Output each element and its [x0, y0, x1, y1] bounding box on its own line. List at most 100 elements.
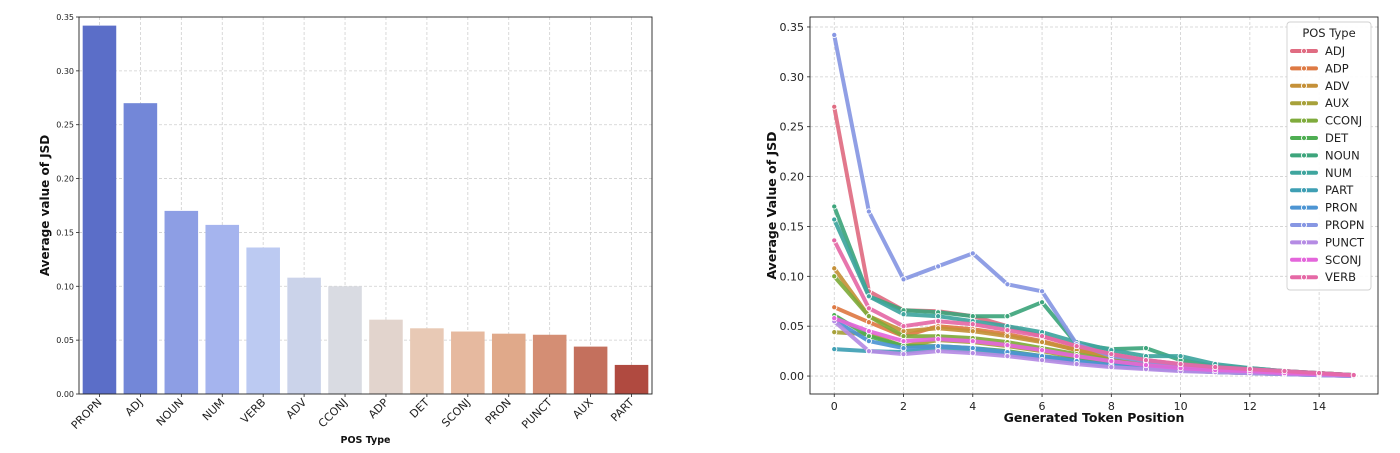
data-point	[831, 265, 838, 272]
y-tick-label: 0.10	[780, 270, 805, 283]
data-point	[1038, 333, 1046, 340]
y-tick-label: 0.10	[56, 282, 74, 291]
x-axis-title: Generated Token Position	[1004, 410, 1185, 425]
x-tick-label: DET	[407, 396, 432, 421]
x-tick-label: ADV	[284, 396, 310, 422]
y-tick-label: 0.25	[780, 121, 805, 134]
data-point	[1108, 358, 1115, 365]
x-tick-label: ADJ	[123, 396, 146, 419]
y-tick-label: 0.15	[780, 220, 805, 233]
y-axis-title: Average value of JSD	[38, 135, 52, 276]
data-point	[1177, 361, 1184, 368]
legend-marker	[1300, 187, 1308, 194]
x-tick-label: PUNCT	[519, 396, 555, 432]
x-tick-label: 14	[1312, 400, 1326, 413]
x-tick-label: 2	[900, 400, 907, 413]
legend-label: PUNCT	[1325, 235, 1365, 249]
data-point	[935, 348, 942, 355]
y-tick-label: 0.05	[780, 320, 805, 333]
x-tick-label: 8	[1108, 400, 1115, 413]
data-point	[1316, 370, 1323, 377]
x-axis-title: POS Type	[341, 435, 391, 446]
data-point	[1004, 327, 1011, 334]
bar-adp	[369, 319, 403, 394]
data-point	[865, 319, 872, 326]
bar-punct	[532, 334, 567, 394]
x-tick-label: 10	[1174, 400, 1188, 413]
data-point	[831, 216, 838, 223]
bar-aux	[573, 346, 608, 394]
y-tick-label: 0.25	[56, 121, 74, 130]
x-tick-label: VERB	[238, 396, 268, 426]
y-tick-label: 0.15	[56, 228, 74, 237]
bar-verb	[246, 247, 280, 394]
bar-sconj	[451, 331, 485, 394]
x-tick-label: SCONJ	[439, 396, 473, 430]
data-point	[865, 348, 872, 355]
y-tick-label: 0.30	[780, 71, 805, 84]
legend: POS Type ADJ ADP ADV AUX CCONJ DET NOUN NUM PART P…	[1286, 21, 1372, 291]
data-point	[831, 304, 838, 311]
data-point	[900, 345, 907, 352]
legend-title: POS Type	[1302, 26, 1355, 40]
legend-marker	[1300, 221, 1308, 229]
data-point	[900, 311, 907, 318]
data-point	[1038, 299, 1046, 306]
bar-propn	[82, 25, 117, 394]
data-point	[900, 333, 907, 340]
data-point	[1281, 368, 1288, 375]
x-tick-label: 6	[1039, 400, 1046, 413]
legend-marker	[1300, 204, 1308, 211]
legend-marker	[1300, 239, 1308, 246]
y-tick-label: 0.20	[780, 171, 805, 184]
legend-label: ADP	[1325, 61, 1349, 75]
data-point	[935, 343, 942, 350]
legend-label: NOUN	[1325, 148, 1360, 162]
data-point	[831, 346, 838, 353]
bar-adj	[123, 103, 158, 395]
data-point	[1038, 288, 1046, 295]
plot-frame	[78, 16, 653, 395]
bar-noun	[164, 210, 199, 394]
x-tick-label: PRON	[483, 396, 514, 427]
data-point	[1073, 353, 1080, 360]
data-point	[1108, 364, 1115, 371]
data-point	[1004, 281, 1011, 288]
legend-marker	[1300, 47, 1308, 55]
y-tick-label: 0.00	[780, 370, 805, 383]
x-tick-label: CCONJ	[316, 396, 350, 430]
data-point	[969, 313, 976, 320]
legend-label: VERB	[1325, 270, 1356, 284]
legend-marker	[1300, 274, 1308, 281]
legend-label: DET	[1325, 131, 1349, 145]
legend-label: ADV	[1325, 79, 1350, 93]
series-verb	[831, 237, 1357, 379]
data-point	[865, 305, 872, 312]
legend-marker	[1300, 117, 1308, 124]
data-point	[831, 315, 838, 322]
data-point	[969, 250, 976, 257]
data-point	[831, 273, 838, 280]
data-point	[1177, 353, 1184, 360]
data-point	[935, 318, 942, 325]
data-point	[865, 293, 872, 300]
data-point	[1004, 353, 1011, 360]
y-tick-label: 0.30	[56, 67, 74, 76]
data-point	[831, 103, 838, 110]
plot-frame	[809, 16, 1379, 395]
data-point	[831, 203, 838, 210]
data-point	[1038, 347, 1046, 354]
data-point	[1038, 339, 1046, 346]
legend-label: CCONJ	[1325, 114, 1362, 128]
data-point	[969, 338, 976, 345]
y-tick-label: 0.20	[56, 175, 74, 184]
data-point	[831, 31, 838, 39]
legend-marker	[1300, 65, 1308, 72]
data-point	[865, 328, 872, 335]
x-tick-label: 0	[831, 400, 838, 413]
legend-marker	[1300, 100, 1308, 107]
legend-marker	[1300, 134, 1308, 142]
data-point	[1142, 357, 1150, 364]
y-tick-label: 0.00	[56, 390, 74, 399]
